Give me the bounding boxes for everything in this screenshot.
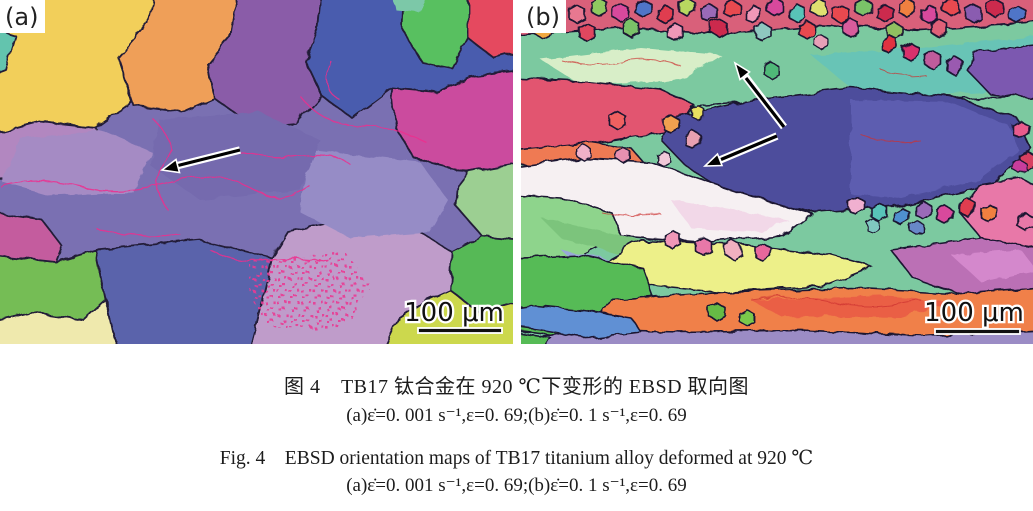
grains-layer-a [0, 0, 513, 344]
ebsd-map-panel-a: (a) 100 μm [0, 0, 513, 344]
arrow-annotation-b-up [733, 61, 787, 130]
sub-boundaries-b [560, 59, 926, 307]
arrow-annotation-a [159, 146, 241, 174]
scale-bar-a-line [417, 327, 503, 334]
scale-bar-a-text: 100 μm [404, 298, 504, 328]
sub-boundaries-a [0, 59, 427, 263]
panel-label-b-text: (b) [526, 3, 560, 31]
arrow-annotation-b-down [702, 132, 779, 167]
scale-bar-b-text: 100 μm [924, 298, 1024, 328]
panel-label-a: (a) [0, 0, 45, 33]
scale-bar-a: 100 μm [402, 296, 506, 334]
scale-bar-b-line [934, 328, 1021, 335]
scale-bar-b: 100 μm [922, 296, 1026, 335]
ebsd-map-panel-b: (b) 100 μm [521, 0, 1033, 344]
caption-en-title: Fig. 4 EBSD orientation maps of TB17 tit… [219, 448, 814, 469]
panel-label-b: (b) [521, 0, 566, 33]
panel-label-a-text: (a) [5, 3, 38, 31]
recrystallized-speckle-region [250, 252, 372, 330]
caption-en-conditions: (a)ε̇=0. 001 s⁻¹,ε=0. 69;(b)ε̇=0. 1 s⁻¹,… [346, 475, 687, 496]
caption-zh-conditions: (a)ε̇=0. 001 s⁻¹,ε=0. 69;(b)ε̇=0. 1 s⁻¹,… [346, 405, 687, 426]
grains-layer-b [521, 0, 1033, 344]
caption-zh-title: 图 4 TB17 钛合金在 920 ℃下变形的 EBSD 取向图 [283, 376, 750, 398]
